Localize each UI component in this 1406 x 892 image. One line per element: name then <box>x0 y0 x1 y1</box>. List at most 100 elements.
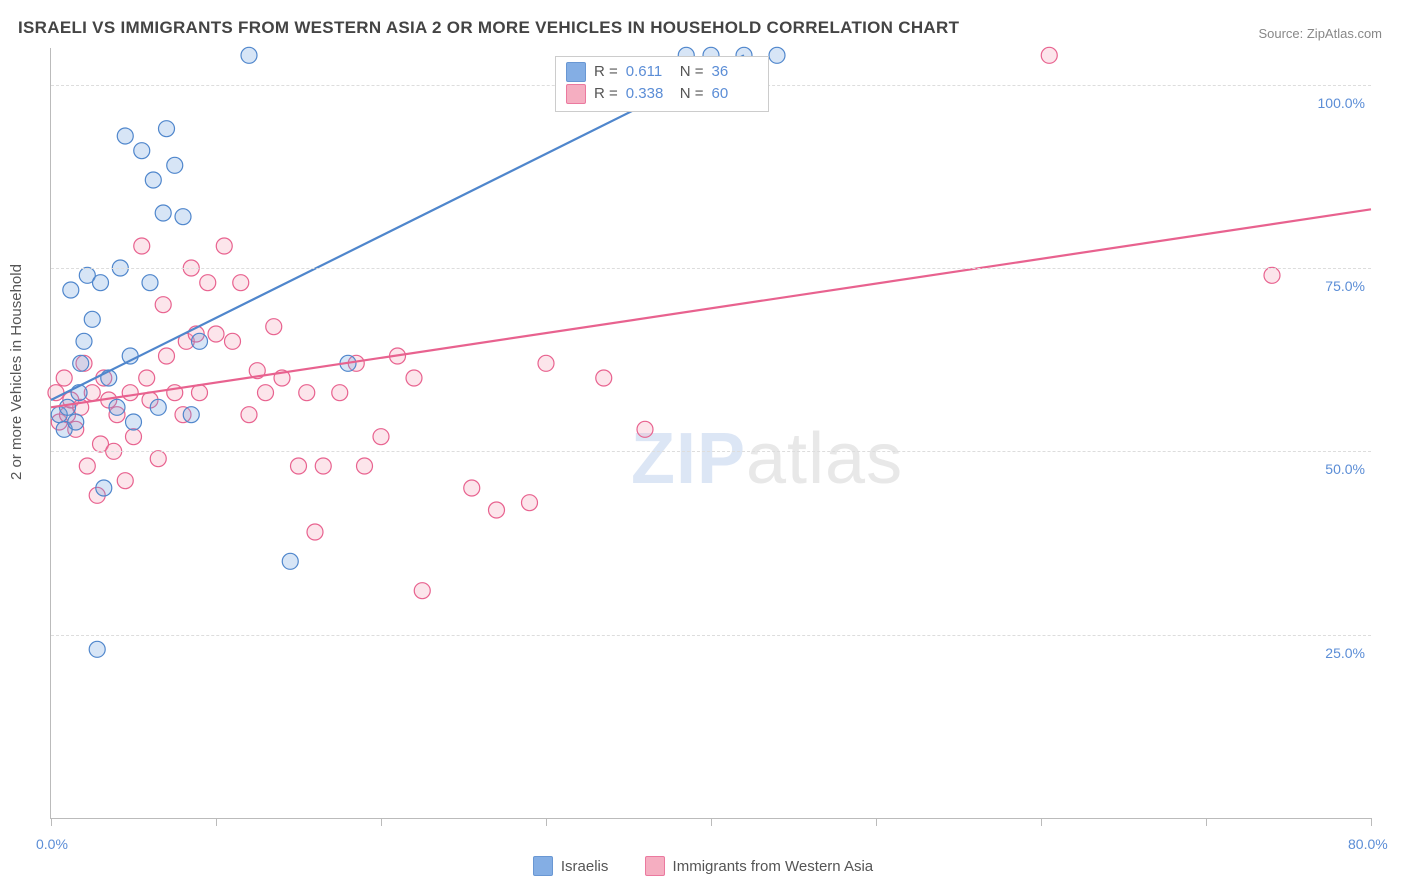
x-tick <box>1371 818 1372 826</box>
scatter-point <box>159 348 175 364</box>
scatter-point <box>155 297 171 313</box>
scatter-point <box>167 157 183 173</box>
scatter-point <box>56 370 72 386</box>
x-tick <box>381 818 382 826</box>
x-origin-label: 0.0% <box>36 836 68 852</box>
scatter-point <box>109 399 125 415</box>
scatter-point <box>134 143 150 159</box>
scatter-point <box>192 385 208 401</box>
scatter-point <box>464 480 480 496</box>
scatter-point <box>538 355 554 371</box>
plot-area: ZIPatlas 25.0%50.0%75.0%100.0% <box>50 48 1371 819</box>
scatter-point <box>126 414 142 430</box>
r-value-1: 0.338 <box>626 83 672 105</box>
scatter-point <box>122 385 138 401</box>
gridline <box>51 268 1371 269</box>
scatter-point <box>769 47 785 63</box>
trend-line <box>51 209 1371 407</box>
chart-svg <box>51 48 1371 818</box>
bottom-legend: Israelis Immigrants from Western Asia <box>0 856 1406 880</box>
swatch-series-0 <box>566 62 586 82</box>
source-attribution: Source: ZipAtlas.com <box>1258 26 1382 41</box>
scatter-point <box>357 458 373 474</box>
scatter-point <box>522 495 538 511</box>
scatter-point <box>63 282 79 298</box>
scatter-point <box>489 502 505 518</box>
stats-box: R = 0.611 N = 36 R = 0.338 N = 60 <box>555 56 769 112</box>
scatter-point <box>183 407 199 423</box>
x-tick <box>711 818 712 826</box>
scatter-point <box>414 583 430 599</box>
scatter-point <box>68 414 84 430</box>
scatter-point <box>282 553 298 569</box>
legend-item-0: Israelis <box>533 856 609 876</box>
scatter-point <box>208 326 224 342</box>
scatter-point <box>1041 47 1057 63</box>
n-label: N = <box>680 61 704 83</box>
x-tick <box>216 818 217 826</box>
x-tick <box>1041 818 1042 826</box>
scatter-point <box>76 333 92 349</box>
scatter-point <box>139 370 155 386</box>
n-value-0: 36 <box>712 61 758 83</box>
x-tick <box>546 818 547 826</box>
scatter-point <box>258 385 274 401</box>
scatter-point <box>266 319 282 335</box>
scatter-point <box>307 524 323 540</box>
scatter-point <box>200 275 216 291</box>
x-tick <box>51 818 52 826</box>
scatter-point <box>93 275 109 291</box>
n-label: N = <box>680 83 704 105</box>
y-tick-label: 75.0% <box>1325 278 1365 294</box>
x-max-label: 80.0% <box>1348 836 1388 852</box>
scatter-point <box>291 458 307 474</box>
scatter-point <box>299 385 315 401</box>
gridline <box>51 635 1371 636</box>
scatter-point <box>89 641 105 657</box>
scatter-point <box>60 399 76 415</box>
scatter-point <box>145 172 161 188</box>
scatter-point <box>332 385 348 401</box>
scatter-point <box>1264 267 1280 283</box>
scatter-point <box>175 209 191 225</box>
y-tick-label: 50.0% <box>1325 461 1365 477</box>
legend-swatch-1 <box>645 856 665 876</box>
scatter-point <box>150 451 166 467</box>
y-tick-label: 100.0% <box>1318 95 1365 111</box>
legend-label-0: Israelis <box>561 858 609 875</box>
scatter-point <box>192 333 208 349</box>
scatter-point <box>84 311 100 327</box>
scatter-point <box>637 421 653 437</box>
scatter-point <box>406 370 422 386</box>
scatter-point <box>241 47 257 63</box>
legend-swatch-0 <box>533 856 553 876</box>
scatter-point <box>150 399 166 415</box>
scatter-point <box>315 458 331 474</box>
scatter-point <box>126 429 142 445</box>
scatter-point <box>142 275 158 291</box>
x-tick <box>1206 818 1207 826</box>
scatter-point <box>117 128 133 144</box>
r-value-0: 0.611 <box>626 61 672 83</box>
n-value-1: 60 <box>712 83 758 105</box>
scatter-point <box>73 355 89 371</box>
scatter-point <box>216 238 232 254</box>
legend-item-1: Immigrants from Western Asia <box>645 856 874 876</box>
scatter-point <box>225 333 241 349</box>
scatter-point <box>79 458 95 474</box>
gridline <box>51 451 1371 452</box>
scatter-point <box>117 473 133 489</box>
legend-label-1: Immigrants from Western Asia <box>673 858 874 875</box>
scatter-point <box>155 205 171 221</box>
scatter-point <box>96 480 112 496</box>
scatter-point <box>241 407 257 423</box>
swatch-series-1 <box>566 84 586 104</box>
r-label: R = <box>594 83 618 105</box>
scatter-point <box>596 370 612 386</box>
chart-title: ISRAELI VS IMMIGRANTS FROM WESTERN ASIA … <box>18 18 959 38</box>
x-tick <box>876 818 877 826</box>
y-tick-label: 25.0% <box>1325 645 1365 661</box>
scatter-point <box>159 121 175 137</box>
y-axis-title: 2 or more Vehicles in Household <box>8 264 25 480</box>
r-label: R = <box>594 61 618 83</box>
